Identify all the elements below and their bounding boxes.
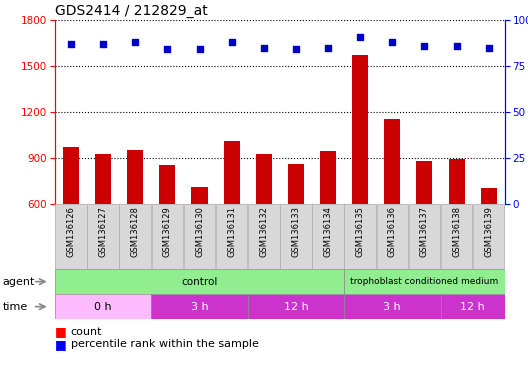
Bar [184,204,215,269]
Point [260,45,268,51]
Point [163,46,172,53]
Bar [256,154,272,296]
Bar [448,159,465,296]
Bar [352,55,368,296]
Point [388,39,397,45]
Bar [417,161,432,296]
Bar [55,294,152,319]
Point [67,41,75,47]
Point [99,41,107,47]
Text: GSM136134: GSM136134 [324,206,333,257]
Bar [480,188,497,296]
Bar [409,204,440,269]
Text: GSM136131: GSM136131 [227,206,236,257]
Text: GSM136137: GSM136137 [420,206,429,257]
Text: GSM136128: GSM136128 [131,206,140,257]
Point [131,39,139,45]
Text: time: time [3,301,28,312]
Point [228,39,236,45]
Text: 3 h: 3 h [191,301,209,312]
Point [195,46,204,53]
Point [452,43,461,49]
Text: GDS2414 / 212829_at: GDS2414 / 212829_at [55,3,208,18]
Bar [384,119,400,296]
Bar [440,294,505,319]
Bar [248,294,344,319]
Bar [95,154,111,296]
Bar [473,204,504,269]
Text: 12 h: 12 h [284,301,308,312]
Bar [441,204,473,269]
Bar [152,204,183,269]
Text: GSM136132: GSM136132 [259,206,268,257]
Text: trophoblast conditioned medium: trophoblast conditioned medium [350,277,498,286]
Bar [216,204,248,269]
Bar [376,204,408,269]
Bar [320,151,336,296]
Point [356,33,364,40]
Bar [152,294,248,319]
Bar [280,204,312,269]
Bar [55,269,344,294]
Bar [224,141,240,296]
Bar [119,204,151,269]
Text: GSM136135: GSM136135 [356,206,365,257]
Text: agent: agent [3,276,35,287]
Text: GSM136126: GSM136126 [67,206,76,257]
Bar [344,269,505,294]
Bar [344,204,376,269]
Text: GSM136129: GSM136129 [163,206,172,257]
Text: 0 h: 0 h [95,301,112,312]
Text: ■: ■ [55,338,67,351]
Bar [288,164,304,296]
Text: GSM136133: GSM136133 [291,206,300,257]
Bar [248,204,279,269]
Bar [192,187,208,296]
Text: GSM136130: GSM136130 [195,206,204,257]
Bar [127,150,143,296]
Bar [312,204,344,269]
Bar [63,147,79,296]
Text: GSM136139: GSM136139 [484,206,493,257]
Point [324,45,332,51]
Bar [87,204,119,269]
Bar [55,204,87,269]
Text: control: control [181,276,218,287]
Point [420,43,429,49]
Text: percentile rank within the sample: percentile rank within the sample [71,339,259,349]
Text: GSM136138: GSM136138 [452,206,461,257]
Text: GSM136127: GSM136127 [99,206,108,257]
Text: GSM136136: GSM136136 [388,206,397,257]
Point [485,45,493,51]
Point [291,46,300,53]
Text: count: count [71,327,102,337]
Text: 12 h: 12 h [460,301,485,312]
Bar [344,294,440,319]
Text: 3 h: 3 h [383,301,401,312]
Text: ■: ■ [55,325,67,338]
Bar [159,165,175,296]
